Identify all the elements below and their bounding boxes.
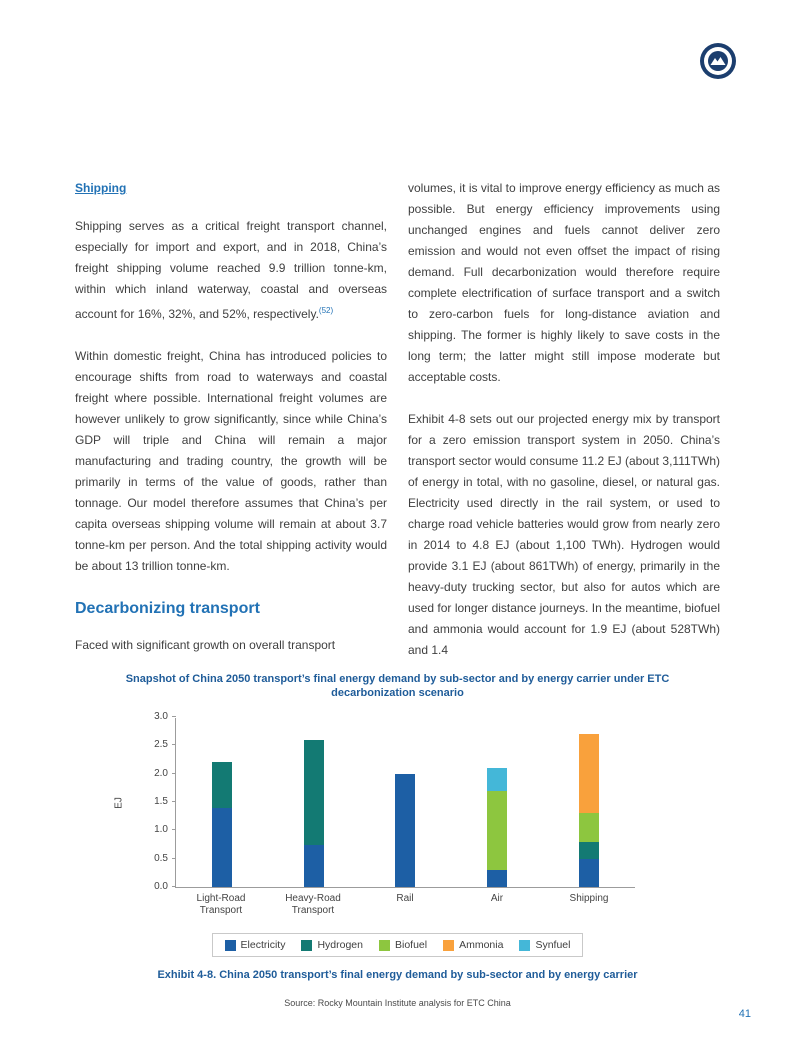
legend-label: Ammonia	[459, 939, 504, 951]
y-tick-mark	[172, 829, 176, 831]
bar-segment-synfuel	[487, 768, 508, 791]
chart-block: Snapshot of China 2050 transport’s final…	[75, 672, 720, 1008]
stacked-bar	[487, 768, 508, 887]
decarbonizing-transport-heading: Decarbonizing transport	[75, 600, 260, 617]
y-tick-mark	[172, 886, 176, 887]
paragraph-text: Shipping serves as a critical freight tr…	[75, 219, 387, 321]
y-tick-label: 2.5	[154, 739, 168, 751]
y-tick-label: 2.0	[154, 767, 168, 779]
x-axis-label: Light-Road Transport	[196, 893, 246, 916]
legend-item-ammonia: Ammonia	[443, 939, 503, 951]
bar-rail	[360, 718, 452, 887]
x-axis-label: Shipping	[569, 893, 609, 904]
bar-segment-electricity	[487, 870, 508, 887]
y-tick-label: 1.0	[154, 824, 168, 836]
right-column: volumes, it is vital to improve energy e…	[408, 178, 720, 682]
paragraph-right-2: Exhibit 4-8 sets out our projected energ…	[408, 412, 720, 657]
stacked-bar	[211, 762, 232, 887]
paragraph-decarbonizing-1: Faced with significant growth on overall…	[75, 638, 336, 652]
stacked-bar	[395, 773, 416, 887]
legend-item-hydrogen: Hydrogen	[301, 939, 363, 951]
x-axis-labels: Light-Road Transport Heavy-Road Transport…	[175, 888, 635, 917]
y-tick-label: 3.0	[154, 711, 168, 722]
legend-swatch	[378, 939, 390, 951]
legend-label: Synfuel	[535, 939, 571, 951]
page-number: 41	[738, 1008, 751, 1020]
y-tick-mark	[172, 772, 176, 774]
rocky-mountain-institute-logo-icon	[699, 42, 737, 80]
bar-segment-electricity	[303, 844, 324, 887]
bar-heavy-road-transport	[268, 718, 360, 887]
bar-segment-electricity	[211, 807, 232, 887]
chart-title: Snapshot of China 2050 transport’s final…	[125, 673, 670, 699]
paragraph-shipping-2: Within domestic freight, China has intro…	[75, 349, 387, 573]
bar-segment-ammonia	[579, 734, 600, 814]
bar-segment-hydrogen	[579, 841, 600, 859]
legend-label: Electricity	[240, 939, 286, 951]
legend-swatch	[519, 939, 531, 951]
y-tick-mark	[172, 744, 176, 746]
legend-item-synfuel: Synfuel	[519, 939, 570, 951]
stacked-bar	[303, 739, 324, 887]
exhibit-caption: Exhibit 4-8. China 2050 transport’s fina…	[157, 969, 638, 981]
chart: EJ 0.0 0.5 1.0 1.5 2.0 2.5 3.0 Light-Road Tran…	[75, 711, 720, 917]
legend-item-electricity: Electricity	[224, 939, 286, 951]
x-axis-label: Heavy-Road Transport	[285, 893, 341, 916]
bar-segment-electricity	[395, 773, 416, 887]
left-column: Shipping Shipping serves as a critical f…	[75, 178, 387, 677]
paragraph-shipping-1: Shipping serves as a critical freight tr…	[75, 216, 387, 325]
legend-swatch	[443, 939, 455, 951]
shipping-heading-link[interactable]: Shipping	[75, 181, 127, 195]
legend-swatch	[301, 939, 313, 951]
bar-segment-hydrogen	[303, 739, 324, 845]
bar-air	[451, 718, 543, 887]
legend-swatch	[224, 939, 236, 951]
x-axis-label: Air	[490, 893, 504, 904]
legend-label: Biofuel	[394, 939, 428, 951]
bar-segment-biofuel	[579, 813, 600, 842]
bar-shipping	[543, 718, 635, 887]
y-tick-mark	[172, 801, 176, 802]
y-axis-title: EJ	[113, 797, 125, 809]
bar-segment-biofuel	[487, 790, 508, 870]
legend-item-biofuel: Biofuel	[378, 939, 428, 951]
bar-segment-hydrogen	[211, 762, 232, 808]
y-tick-label: 1.5	[154, 796, 168, 807]
x-axis-label: Rail	[396, 893, 414, 904]
footnote-ref-52[interactable]: (52)	[318, 306, 334, 315]
chart-source: Source: Rocky Mountain Institute analysi…	[284, 998, 511, 1008]
bar-light-road-transport	[176, 718, 268, 887]
bar-segment-electricity	[579, 858, 600, 887]
stacked-bar	[579, 734, 600, 887]
chart-plot: 0.0 0.5 1.0 1.5 2.0 2.5 3.0	[154, 711, 635, 892]
y-tick-label: 0.0	[154, 881, 168, 892]
chart-legend: Electricity Hydrogen Biofuel Ammonia Synfuel	[211, 933, 584, 957]
y-tick-mark	[172, 716, 176, 717]
y-tick-mark	[172, 857, 176, 859]
legend-label: Hydrogen	[317, 939, 363, 951]
paragraph-right-1: volumes, it is vital to improve energy e…	[408, 181, 720, 384]
y-tick-label: 0.5	[154, 852, 168, 864]
